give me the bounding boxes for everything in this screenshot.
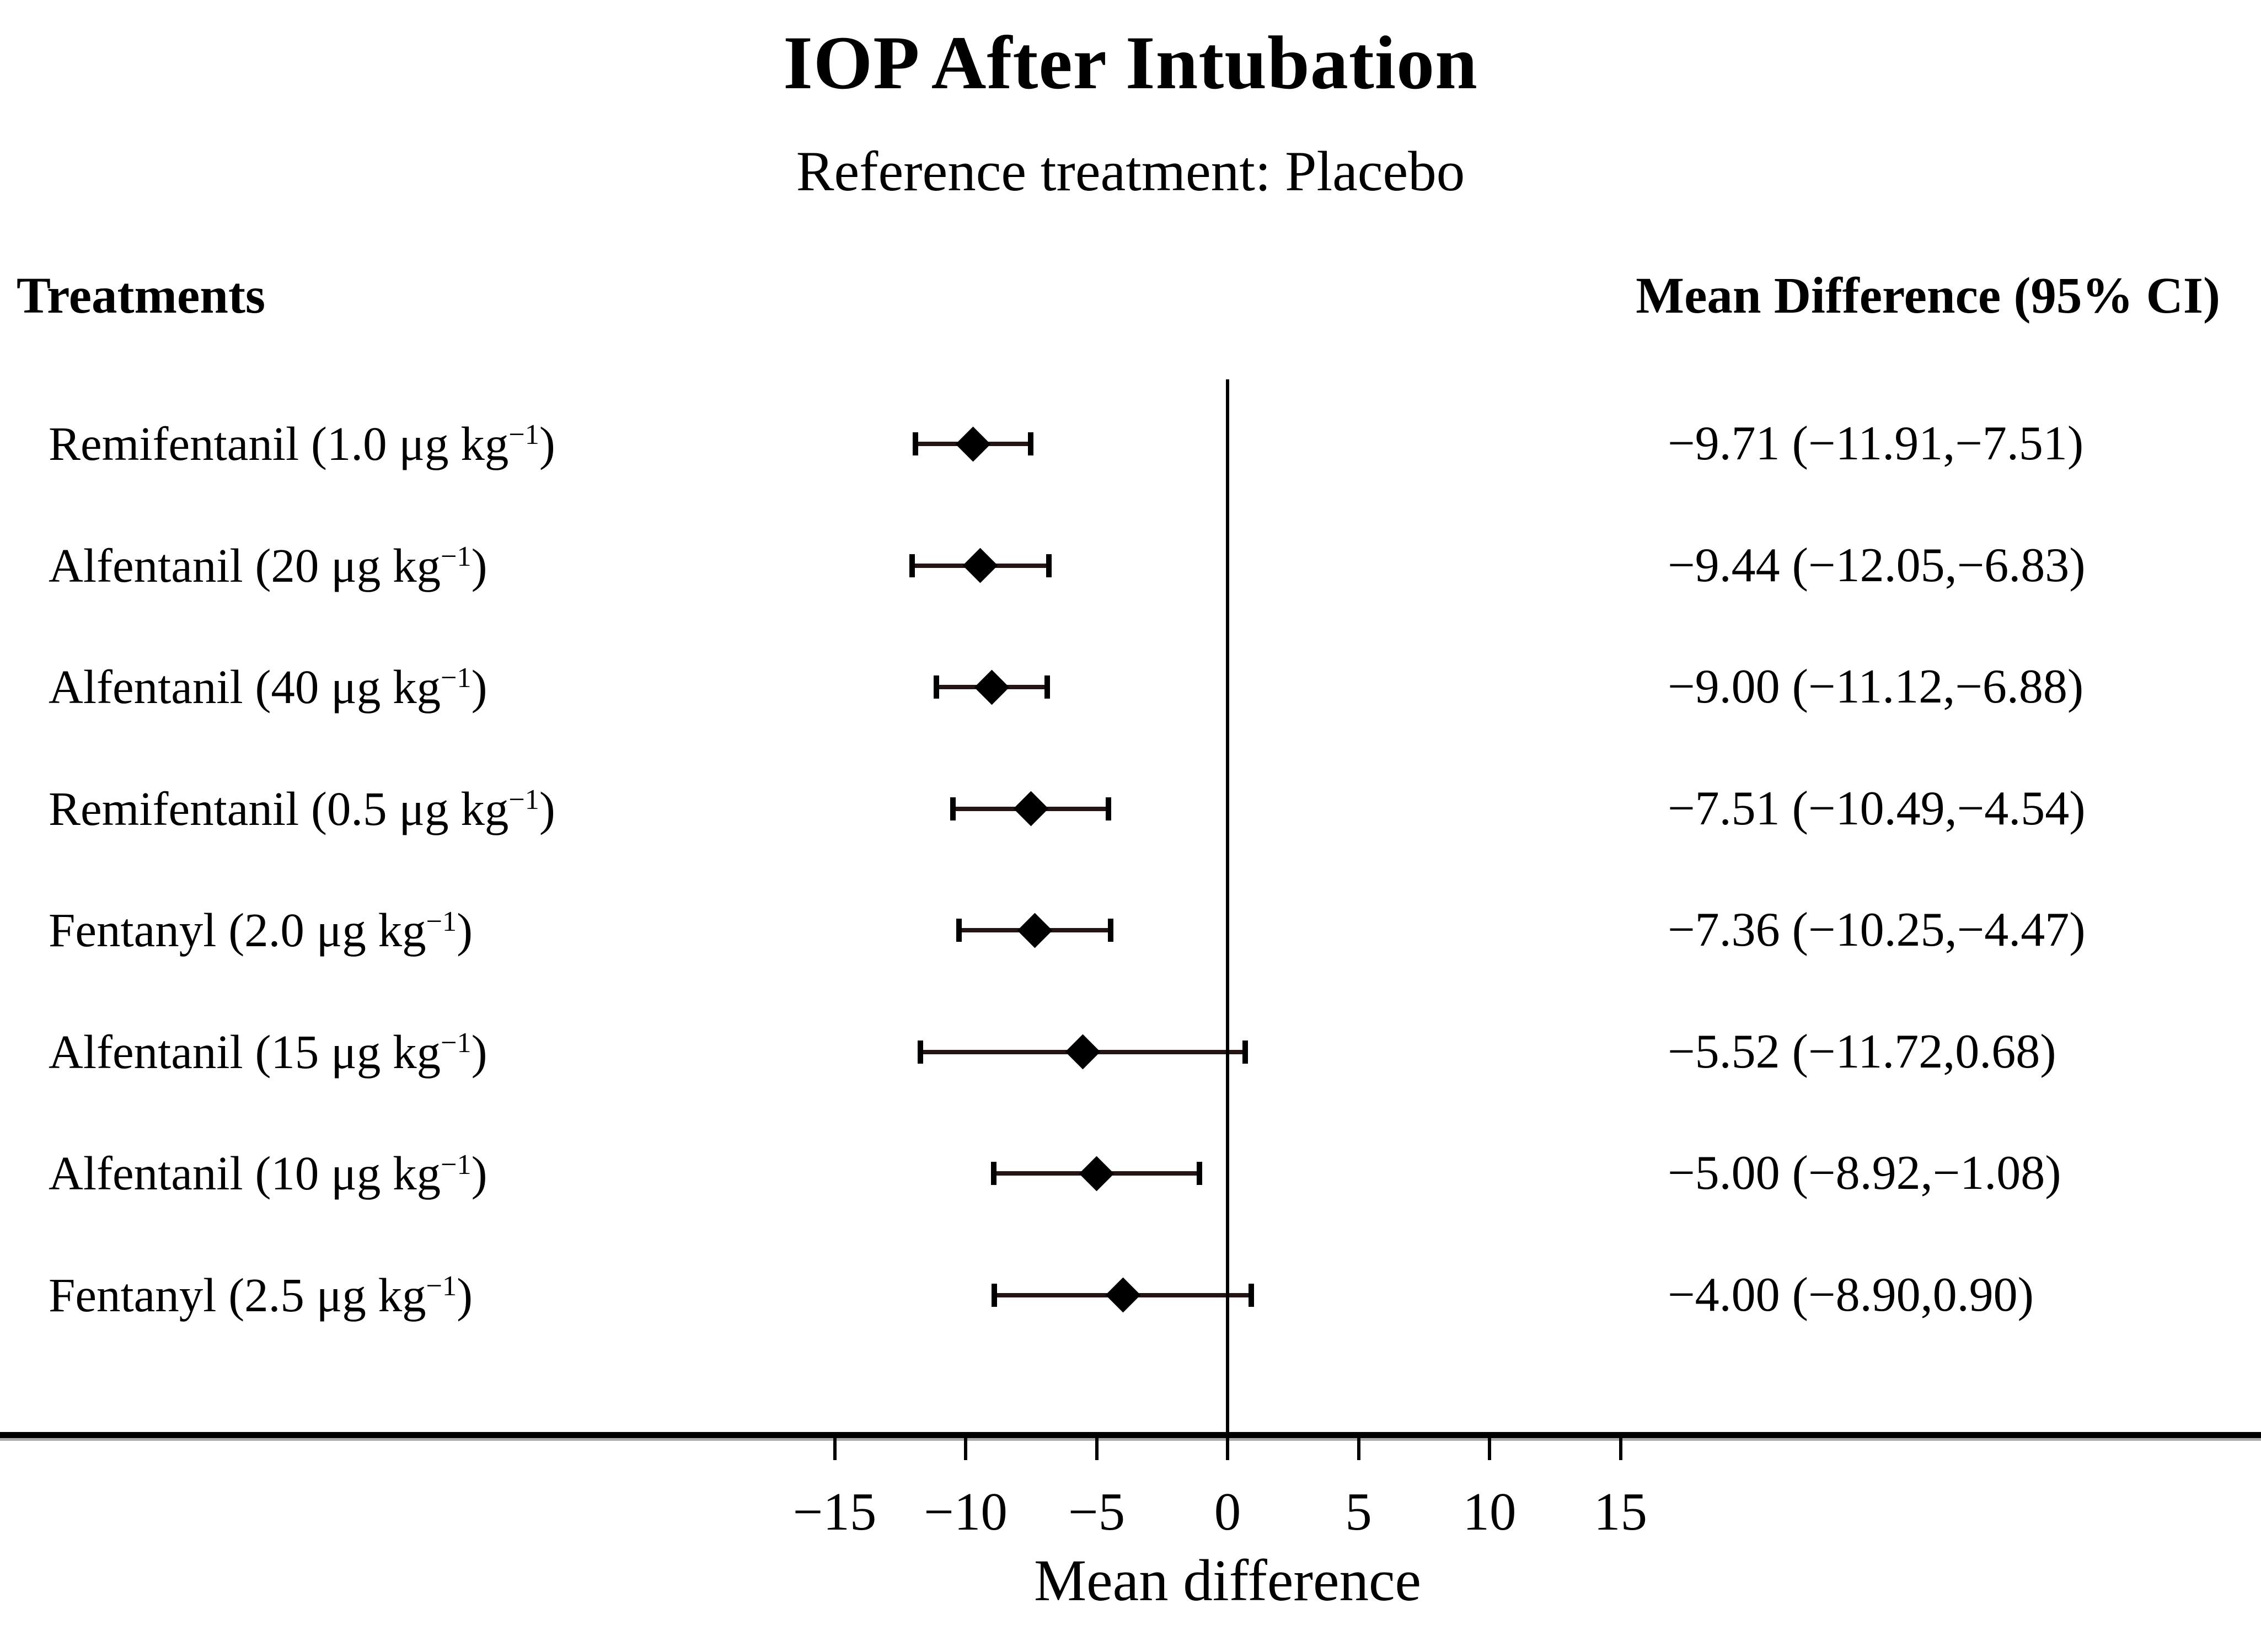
mean-difference-value: −9.44 (−12.05,−6.83) — [1668, 538, 2086, 592]
x-axis-tick — [964, 1438, 967, 1460]
treatment-label-superscript: −1 — [508, 419, 539, 451]
treatment-label: Alfentanil (40 μg kg−1) — [49, 648, 487, 726]
ci-cap-left — [992, 1283, 998, 1307]
ci-cap-right — [1106, 797, 1112, 820]
x-axis-tick-label: 5 — [1345, 1482, 1372, 1541]
treatment-label: Fentanyl (2.5 μg kg−1) — [49, 1257, 473, 1334]
ci-cap-right — [1028, 432, 1034, 455]
ci-cap-right — [1196, 1162, 1202, 1186]
treatment-label: Remifentanil (1.0 μg kg−1) — [49, 405, 555, 482]
x-axis-tick — [833, 1438, 837, 1460]
ci-cap-right — [1242, 1040, 1249, 1064]
diamond-marker — [962, 548, 998, 583]
treatment-label-text: Alfentanil (20 μg kg — [49, 538, 441, 592]
treatment-label-superscript: −1 — [441, 1148, 472, 1181]
mean-difference-value: −5.00 (−8.92,−1.08) — [1668, 1146, 2061, 1200]
ci-cap-left — [950, 797, 956, 820]
treatment-label-superscript: −1 — [508, 784, 539, 816]
diamond-marker — [955, 426, 991, 462]
diamond-marker — [974, 669, 1010, 705]
treatment-label-close-paren: ) — [471, 538, 487, 592]
ci-cap-left — [956, 919, 962, 942]
diamond-marker — [1013, 791, 1049, 827]
x-axis-tick — [1095, 1438, 1099, 1460]
page-title: IOP After Intubation — [783, 20, 1478, 105]
treatment-label-close-paren: ) — [539, 417, 555, 470]
treatment-label-text: Remifentanil (1.0 μg kg — [49, 417, 509, 470]
x-axis-line — [0, 1432, 2261, 1441]
treatments-column-header: Treatments — [17, 267, 266, 324]
treatment-label: Alfentanil (20 μg kg−1) — [49, 527, 487, 604]
x-axis-tick — [1619, 1438, 1622, 1460]
ci-cap-right — [1044, 675, 1051, 699]
ci-cap-right — [1107, 919, 1113, 942]
x-axis-tick-label: 15 — [1594, 1482, 1647, 1541]
ci-cap-left — [991, 1162, 997, 1186]
diamond-marker — [1079, 1156, 1115, 1192]
treatment-label: Alfentanil (15 μg kg−1) — [49, 1013, 487, 1091]
treatment-label-close-paren: ) — [471, 660, 487, 714]
ci-cap-right — [1046, 554, 1052, 577]
treatment-label-close-paren: ) — [471, 1146, 487, 1200]
treatment-label-text: Fentanyl (2.5 μg kg — [49, 1268, 426, 1322]
treatment-label-superscript: −1 — [426, 1270, 457, 1302]
treatment-label-text: Alfentanil (10 μg kg — [49, 1146, 441, 1200]
treatment-label-superscript: −1 — [441, 662, 472, 694]
diamond-marker — [1017, 913, 1053, 948]
treatment-label-text: Fentanyl (2.0 μg kg — [49, 903, 426, 957]
mean-difference-column-header: Mean Difference (95% CI) — [1636, 267, 2220, 324]
x-axis-tick-label: −10 — [924, 1482, 1008, 1541]
x-axis-title: Mean difference — [1033, 1548, 1422, 1613]
diamond-marker — [1105, 1278, 1140, 1313]
diamond-marker — [1065, 1034, 1101, 1070]
treatment-label-superscript: −1 — [441, 1027, 472, 1059]
treatment-label: Alfentanil (10 μg kg−1) — [49, 1135, 487, 1212]
x-axis-tick-label: 0 — [1214, 1482, 1241, 1541]
mean-difference-value: −5.52 (−11.72,0.68) — [1668, 1025, 2056, 1079]
mean-difference-value: −9.00 (−11.12,−6.88) — [1668, 660, 2084, 714]
treatment-label-close-paren: ) — [471, 1025, 487, 1079]
treatment-label-superscript: −1 — [441, 540, 472, 572]
x-axis-tick — [1226, 1438, 1229, 1460]
treatment-label: Remifentanil (0.5 μg kg−1) — [49, 770, 555, 848]
treatment-label-text: Alfentanil (40 μg kg — [49, 660, 441, 714]
treatment-label-superscript: −1 — [426, 905, 457, 937]
ci-cap-left — [913, 432, 919, 455]
mean-difference-value: −4.00 (−8.90,0.90) — [1668, 1268, 2034, 1322]
ci-cap-left — [933, 675, 939, 699]
ci-cap-left — [909, 554, 915, 577]
x-axis-tick — [1488, 1438, 1491, 1460]
treatment-label: Fentanyl (2.0 μg kg−1) — [49, 892, 473, 969]
figure-subtitle: Reference treatment: Placebo — [796, 140, 1465, 203]
treatment-label-text: Alfentanil (15 μg kg — [49, 1025, 441, 1079]
treatment-label-close-paren: ) — [539, 781, 555, 835]
x-axis-tick-label: −15 — [792, 1482, 877, 1541]
treatment-label-close-paren: ) — [457, 1268, 473, 1322]
ci-cap-left — [918, 1040, 924, 1064]
x-axis-tick — [1357, 1438, 1360, 1460]
mean-difference-value: −9.71 (−11.91,−7.51) — [1668, 417, 2084, 470]
x-axis-tick-label: −5 — [1068, 1482, 1126, 1541]
zero-reference-line — [1226, 379, 1229, 1459]
mean-difference-value: −7.36 (−10.25,−4.47) — [1668, 903, 2086, 957]
ci-cap-right — [1248, 1283, 1254, 1307]
mean-difference-value: −7.51 (−10.49,−4.54) — [1668, 781, 2086, 835]
treatment-label-text: Remifentanil (0.5 μg kg — [49, 781, 509, 835]
treatment-label-close-paren: ) — [457, 903, 473, 957]
x-axis-tick-label: 10 — [1462, 1482, 1517, 1541]
